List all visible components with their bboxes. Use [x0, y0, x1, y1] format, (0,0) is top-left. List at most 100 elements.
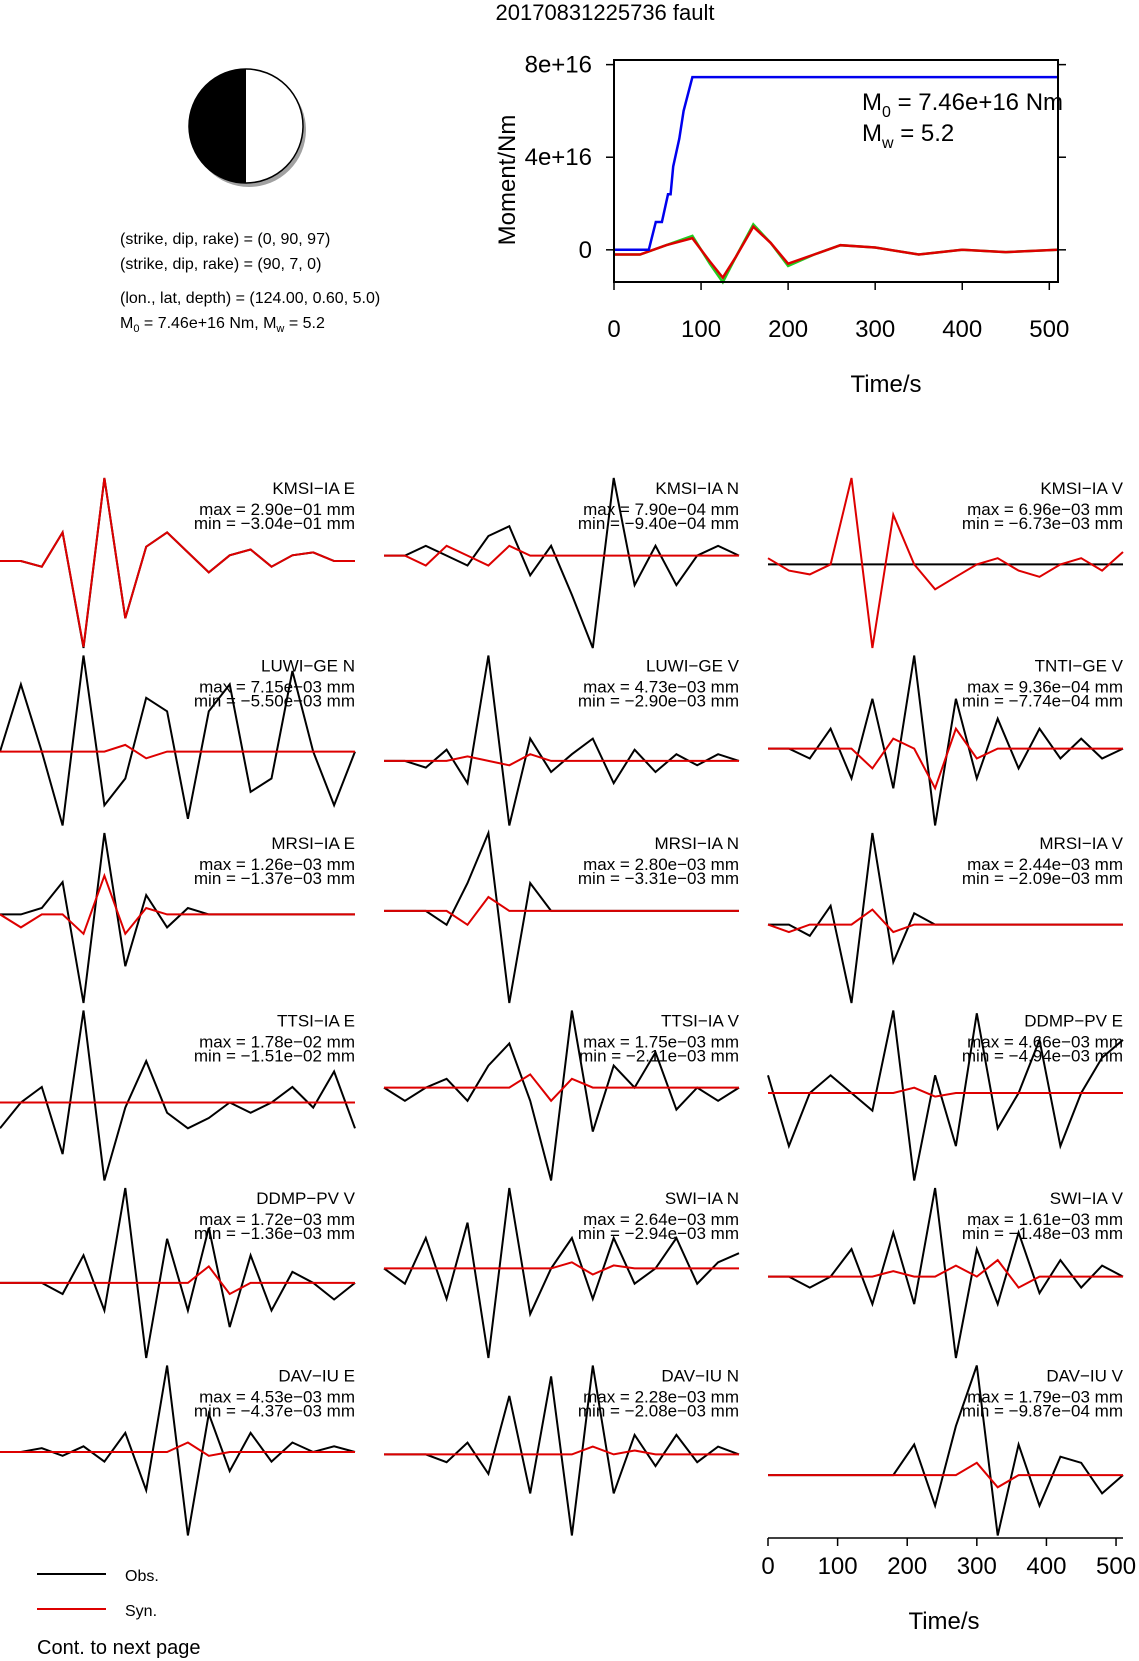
observed-trace: [0, 1365, 356, 1536]
observed-trace: [768, 1187, 1124, 1359]
station-label: KMSI−IA V: [1040, 479, 1123, 498]
min-label: min = −1.36e−03 mm: [194, 1224, 355, 1243]
moment-line: [614, 75, 1058, 252]
max-label: max = 7.90e−04 mm: [583, 500, 739, 519]
min-label: min = −7.74e−04 mm: [962, 692, 1123, 711]
beachball: [188, 68, 306, 187]
synthetic-trace: [768, 1258, 1123, 1289]
min-label: min = −2.94e−03 mm: [578, 1224, 739, 1243]
station-label: MRSI−IA V: [1039, 834, 1123, 853]
station-label: MRSI−IA E: [271, 834, 355, 853]
station-label: DAV−IU E: [278, 1367, 355, 1386]
synthetic-trace: [0, 477, 355, 648]
legend-label: Syn.: [125, 1603, 157, 1620]
synthetic-trace: [767, 908, 1123, 934]
station-label: KMSI−IA N: [655, 479, 739, 498]
min-label: min = −3.31e−03 mm: [578, 869, 739, 888]
station-label: KMSI−IA E: [272, 479, 355, 498]
nodal-plane-1: (strike, dip, rake) = (0, 90, 97): [120, 231, 330, 248]
synthetic-trace: [768, 726, 1123, 791]
synthetic-trace: [0, 872, 355, 936]
min-label: min = −6.73e−03 mm: [962, 514, 1123, 533]
station-label: LUWI−GE V: [646, 657, 740, 676]
x-tick-label: 100: [681, 316, 721, 343]
station-label: DDMP−PV E: [1024, 1012, 1123, 1031]
max-label: max = 1.26e−03 mm: [199, 855, 355, 874]
synthetic-trace: [768, 1461, 1123, 1489]
title: 20170831225736 fault: [496, 0, 715, 25]
max-label: max = 2.64e−03 mm: [583, 1210, 739, 1229]
moment-line: [614, 222, 1059, 285]
x-tick-label: 100: [818, 1553, 858, 1580]
x-tick-label: 400: [942, 316, 982, 343]
observed-trace: [0, 1010, 356, 1181]
max-label: max = 7.15e−03 mm: [199, 678, 355, 697]
station-label: SWI−IA V: [1050, 1189, 1124, 1208]
nodal-plane-2: (strike, dip, rake) = (90, 7, 0): [120, 256, 321, 273]
synthetic-trace: [384, 1261, 739, 1276]
station-label: TTSI−IA V: [661, 1012, 740, 1031]
y-tick-label: 4e+16: [525, 144, 592, 171]
observed-trace: [768, 655, 1124, 826]
max-label: max = 9.36e−04 mm: [967, 678, 1123, 697]
synthetic-trace: [384, 753, 739, 767]
observed-trace: [383, 1187, 740, 1359]
max-label: max = 2.44e−03 mm: [967, 855, 1123, 874]
max-label: max = 1.75e−03 mm: [583, 1033, 739, 1052]
observed-trace: [0, 655, 356, 826]
synthetic-trace: [384, 1073, 739, 1103]
location: (lon., lat, depth) = (124.00, 0.60, 5.0): [120, 290, 380, 307]
station-label: DAV−IU N: [661, 1367, 739, 1386]
synthetic-trace: [384, 544, 739, 567]
min-label: min = −2.90e−03 mm: [578, 692, 739, 711]
x-tick-label: 400: [1026, 1553, 1066, 1580]
observed-trace: [384, 477, 740, 649]
min-label: min = −1.37e−03 mm: [194, 869, 355, 888]
legend-label: Obs.: [125, 1568, 159, 1585]
synthetic-trace: [767, 477, 1124, 649]
observed-trace: [384, 655, 740, 826]
x-tick-label: 300: [957, 1553, 997, 1580]
max-label: max = 2.90e−01 mm: [199, 500, 355, 519]
max-label: max = 4.66e−03 mm: [967, 1033, 1123, 1052]
station-label: TNTI−GE V: [1035, 657, 1124, 676]
plot-frame: [613, 59, 1059, 283]
min-label: min = −2.08e−03 mm: [578, 1402, 739, 1421]
max-label: max = 1.79e−03 mm: [967, 1388, 1123, 1407]
moment-summary: M0 = 7.46e+16 Nm, Mw = 5.2: [120, 315, 325, 335]
synthetic-trace: [0, 1441, 355, 1457]
x-axis-title: Time/s: [908, 1608, 979, 1635]
max-label: max = 1.61e−03 mm: [967, 1210, 1123, 1229]
min-label: min = −9.40e−04 mm: [578, 514, 739, 533]
observed-trace: [383, 1010, 740, 1181]
station-label: TTSI−IA E: [277, 1012, 355, 1031]
y-axis-title: Moment/Nm: [494, 115, 521, 246]
x-tick-label: 0: [761, 1553, 774, 1580]
x-tick-label: 300: [855, 316, 895, 343]
max-label: max = 6.96e−03 mm: [967, 500, 1123, 519]
max-label: max = 1.72e−03 mm: [199, 1210, 355, 1229]
max-label: max = 2.28e−03 mm: [583, 1388, 739, 1407]
station-label: SWI−IA N: [665, 1189, 739, 1208]
observed-trace: [384, 1365, 740, 1536]
station-label: LUWI−GE N: [261, 657, 355, 676]
x-tick-label: 500: [1096, 1553, 1136, 1580]
x-tick-label: 200: [887, 1553, 927, 1580]
footer: Cont. to next page: [37, 1637, 200, 1659]
min-label: min = −2.09e−03 mm: [962, 869, 1123, 888]
synthetic-trace: [768, 1086, 1123, 1098]
moment-line: [614, 224, 1059, 280]
annotation-mw: Mw = 5.2: [862, 120, 954, 152]
min-label: min = −4.37e−03 mm: [194, 1402, 355, 1421]
synthetic-trace: [384, 895, 739, 927]
observed-trace: [0, 1187, 356, 1359]
beachball-compression: [189, 69, 246, 183]
annotation-m0: M0 = 7.46e+16 Nm: [862, 89, 1063, 121]
synthetic-trace: [0, 1264, 355, 1296]
min-label: min = −1.48e−03 mm: [962, 1224, 1123, 1243]
max-label: max = 4.73e−03 mm: [583, 678, 739, 697]
station-label: DDMP−PV V: [256, 1189, 355, 1208]
min-label: min = −9.87e−04 mm: [962, 1402, 1123, 1421]
